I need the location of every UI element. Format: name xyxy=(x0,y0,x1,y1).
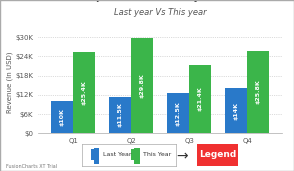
Bar xyxy=(189,65,211,133)
Text: Legend: Legend xyxy=(199,150,236,159)
Y-axis label: Revenue (In USD): Revenue (In USD) xyxy=(6,51,13,113)
Bar xyxy=(51,101,73,133)
Bar xyxy=(167,93,189,133)
Bar xyxy=(247,51,270,133)
Bar xyxy=(91,149,96,160)
Text: $10K: $10K xyxy=(60,108,65,126)
Text: This Year: This Year xyxy=(143,152,172,157)
Bar xyxy=(109,96,131,133)
Text: $29.8K: $29.8K xyxy=(140,73,145,98)
Bar xyxy=(93,148,99,164)
Text: $25.8K: $25.8K xyxy=(256,80,261,104)
Bar xyxy=(134,148,140,164)
Text: $11.5K: $11.5K xyxy=(118,103,123,127)
Text: FusionCharts XT Trial: FusionCharts XT Trial xyxy=(6,164,57,169)
Bar xyxy=(131,149,137,160)
Text: Last year Vs This year: Last year Vs This year xyxy=(114,8,207,17)
Text: $21.4K: $21.4K xyxy=(198,87,203,111)
Text: →: → xyxy=(176,149,188,163)
Text: $25.4K: $25.4K xyxy=(82,80,87,105)
Bar xyxy=(73,52,95,133)
Bar xyxy=(131,38,153,133)
Text: Comparison of Quarterly Revenue: Comparison of Quarterly Revenue xyxy=(74,0,247,2)
Text: $14K: $14K xyxy=(234,102,239,120)
Text: $12.5K: $12.5K xyxy=(176,101,181,126)
Bar xyxy=(225,89,247,133)
X-axis label: Quarter: Quarter xyxy=(145,146,176,152)
Text: Last Year: Last Year xyxy=(103,152,131,157)
